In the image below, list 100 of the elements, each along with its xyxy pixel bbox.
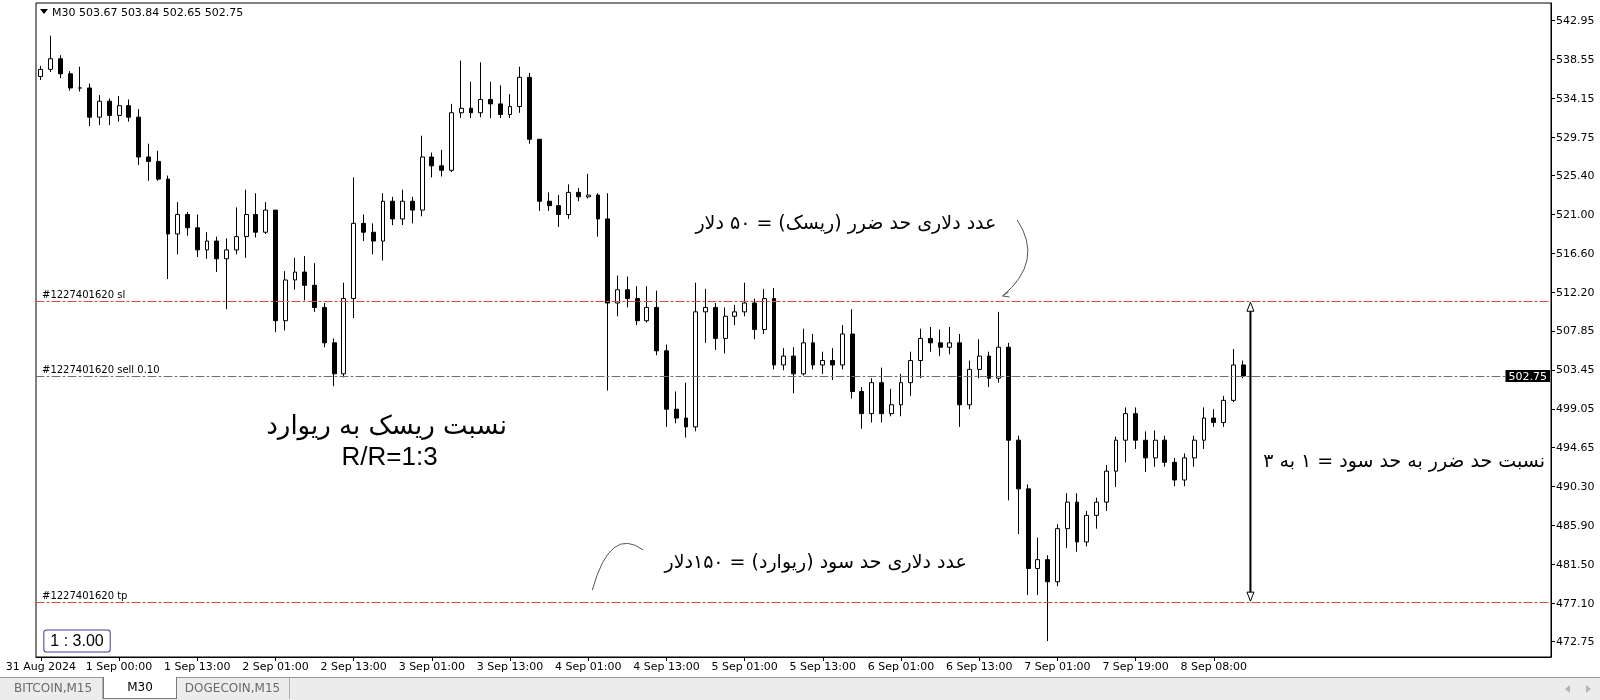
y-tick-label: 534.15: [1556, 91, 1595, 105]
candlestick: [459, 60, 464, 119]
y-tick-label: 485.90: [1556, 518, 1595, 532]
candlestick: [596, 192, 600, 238]
x-tick-label: 4 Sep 01:00: [555, 660, 622, 673]
candlestick: [68, 70, 73, 92]
candlestick: [1084, 510, 1089, 547]
candlestick: [38, 65, 43, 81]
candlestick: [136, 108, 141, 166]
y-tick-label: 512.20: [1556, 285, 1595, 299]
x-tick-label: 31 Aug 2024: [5, 660, 77, 673]
candlestick: [126, 98, 131, 123]
candlestick: [1075, 492, 1079, 553]
candlestick: [332, 337, 337, 387]
candlestick: [410, 196, 415, 224]
candlestick: [1123, 406, 1128, 463]
candlestick: [488, 81, 493, 119]
candlestick: [302, 255, 307, 301]
candlestick: [58, 54, 63, 79]
candlestick: [713, 302, 718, 351]
candlestick: [1026, 483, 1031, 596]
candlestick: [214, 236, 219, 273]
candlestick: [293, 257, 297, 291]
y-tick-label: 507.85: [1556, 324, 1595, 338]
x-tick-label: 8 Sep 08:00: [1180, 660, 1248, 673]
candlestick: [195, 214, 200, 258]
candlestick: [224, 237, 229, 310]
candlestick: [1016, 435, 1021, 535]
annotation: نسبت حد ضرر به حد سود = ۱ به ۳: [1263, 449, 1545, 473]
candlestick: [234, 206, 239, 255]
candlestick: [772, 287, 776, 370]
candlestick: [1104, 464, 1109, 512]
x-tick-label: 2 Sep 13:00: [320, 660, 387, 673]
candlestick: [566, 183, 571, 220]
candlestick: [205, 231, 209, 260]
candlestick: [957, 333, 962, 428]
candlestick: [674, 391, 679, 424]
candlestick: [732, 304, 737, 326]
x-tick-label: 5 Sep 13:00: [789, 660, 857, 673]
candlestick: [429, 152, 434, 178]
candlestick: [420, 135, 425, 217]
candlestick: [1182, 452, 1187, 487]
x-tick-label: 1 Sep 13:00: [164, 660, 231, 673]
y-tick-label: 542.95: [1556, 13, 1595, 27]
candlestick: [527, 72, 532, 145]
candlestick: [1211, 408, 1216, 428]
candlestick: [48, 35, 53, 73]
candlestick: [1172, 457, 1177, 487]
candlestick: [996, 311, 1001, 384]
x-tick-label: 3 Sep 01:00: [398, 660, 466, 673]
candlestick: [1055, 523, 1060, 587]
candlestick: [899, 373, 903, 417]
x-tick-label: 1 Sep 00:00: [85, 660, 153, 673]
candlestick: [312, 262, 317, 313]
candlestick: [654, 290, 659, 356]
annotation: نسبت ریسک به ریوارد: [266, 410, 507, 442]
candlestick: [537, 138, 542, 212]
x-tick-label: 5 Sep 01:00: [711, 660, 778, 673]
candlestick: [811, 333, 815, 370]
y-tick-label: 477.10: [1556, 596, 1595, 610]
candlestick: [1153, 429, 1158, 468]
candlestick: [1231, 348, 1236, 403]
candlestick: [869, 377, 874, 423]
candlestick: [87, 83, 92, 127]
candlestick: [390, 196, 395, 226]
candlestick: [1065, 492, 1070, 549]
candlestick: [703, 288, 708, 344]
candlestick: [351, 176, 356, 319]
candlestick: [742, 282, 747, 317]
candlestick: [78, 66, 82, 92]
candlestick: [928, 326, 933, 353]
x-tick-label: 4 Sep 13:00: [633, 660, 700, 673]
candlestick: [987, 351, 991, 388]
x-tick-label: 2 Sep 01:00: [242, 660, 309, 673]
candlestick: [253, 192, 258, 239]
candlestick: [762, 288, 767, 335]
annotation: عدد دلاری حد ضرر (ریسک) = ۵۰ دلار: [694, 211, 997, 235]
candlestick: [977, 338, 982, 379]
candlestick: [1114, 436, 1118, 488]
annotation: 1 : 3.00: [50, 632, 104, 650]
x-tick-label: 6 Sep 13:00: [945, 660, 1013, 673]
candlestick: [1192, 435, 1197, 468]
candlestick: [361, 214, 366, 242]
candlestick: [586, 173, 591, 200]
candlestick: [781, 347, 786, 371]
candlestick: [146, 143, 151, 182]
candlestick: [605, 192, 610, 392]
ref-line-label: #1227401620 sell 0.10: [42, 363, 160, 375]
y-tick-label: 494.65: [1556, 441, 1595, 455]
candlestick: [117, 95, 122, 123]
candlestick: [517, 66, 522, 114]
candlestick: [1162, 435, 1167, 468]
candlestick: [693, 282, 698, 432]
candlestick: [1094, 497, 1099, 530]
candlestick: [1035, 537, 1040, 596]
candlestick: [547, 191, 552, 212]
candlestick: [508, 93, 512, 119]
ref-line-label: #1227401620 sl: [42, 288, 126, 300]
candlestick: [723, 306, 728, 354]
candlestick: [371, 222, 376, 255]
